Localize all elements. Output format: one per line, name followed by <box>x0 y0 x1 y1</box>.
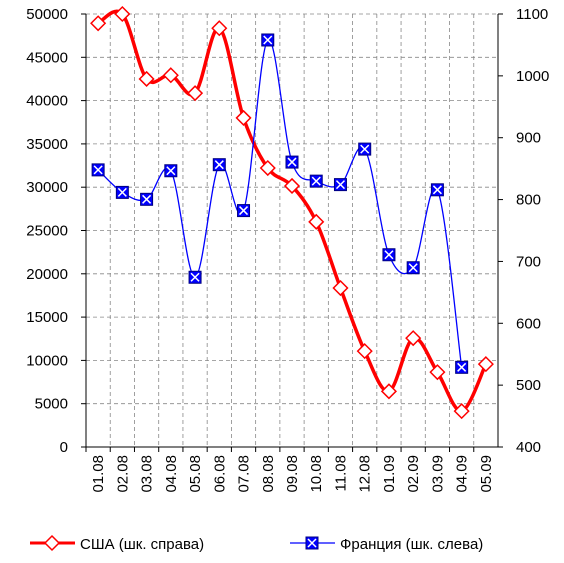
x-tick-label: 02.08 <box>114 455 131 493</box>
marker <box>453 403 470 420</box>
marker-x <box>432 185 442 195</box>
marker <box>138 70 155 88</box>
marker-x <box>311 176 321 186</box>
y-tick-label: 10000 <box>26 352 68 369</box>
y-tick-label: 5000 <box>35 396 68 413</box>
marker-x <box>142 194 152 204</box>
marker <box>333 178 347 192</box>
marker <box>188 270 202 284</box>
legend-label: Франция (шк. слева) <box>340 536 483 553</box>
y2-tick-label: 1100 <box>516 6 548 23</box>
series-line <box>97 9 488 413</box>
x-tick-label: 05.09 <box>478 455 495 493</box>
y2-tick-label: 800 <box>516 192 541 209</box>
x-tick-label: 03.09 <box>429 455 446 493</box>
marker <box>429 364 446 381</box>
y-tick-label: 50000 <box>26 6 68 23</box>
marker <box>380 383 398 400</box>
y-tick-label: 30000 <box>26 179 68 196</box>
marker <box>261 33 275 47</box>
marker <box>237 204 251 218</box>
y-tick-label: 40000 <box>26 93 68 110</box>
x-tick-label: 09.08 <box>284 455 301 493</box>
x-tick-label: 03.08 <box>139 455 156 493</box>
marker-x <box>457 362 467 372</box>
marker <box>477 356 494 373</box>
y2-tick-label: 400 <box>516 439 541 456</box>
x-tick-label: 12.08 <box>357 455 374 493</box>
x-tick-label: 10.08 <box>308 455 325 493</box>
x-tick-label: 11.08 <box>332 455 349 491</box>
marker <box>285 155 299 169</box>
marker <box>283 177 301 195</box>
y-tick-label: 20000 <box>26 266 68 283</box>
marker <box>308 213 325 230</box>
marker-x <box>287 157 297 167</box>
x-tick-label: 07.08 <box>236 455 253 493</box>
marker-x <box>214 160 224 170</box>
y2-tick-label: 1000 <box>516 68 549 85</box>
marker <box>430 183 444 197</box>
marker-x <box>335 180 346 190</box>
x-tick-label: 01.09 <box>381 455 398 493</box>
marker <box>115 185 129 199</box>
marker <box>43 534 61 552</box>
marker-x <box>190 272 200 282</box>
y2-tick-label: 700 <box>516 253 541 270</box>
marker-x <box>360 144 370 154</box>
marker <box>164 164 178 178</box>
x-tick-label: 04.08 <box>163 455 180 493</box>
x-tick-label: 04.09 <box>454 455 471 493</box>
marker-x <box>408 263 418 273</box>
x-tick-label: 01.08 <box>90 455 107 493</box>
marker-x <box>117 187 127 197</box>
y-tick-label: 0 <box>60 439 68 456</box>
marker-x <box>263 35 273 45</box>
x-tick-label: 05.08 <box>187 455 204 493</box>
marker-x <box>307 538 317 548</box>
marker <box>91 163 105 177</box>
y2-tick-label: 600 <box>516 315 541 332</box>
marker <box>114 5 131 23</box>
marker <box>186 85 204 102</box>
marker <box>259 159 276 177</box>
x-tick-label: 02.09 <box>405 455 422 493</box>
x-tick-label: 06.08 <box>211 455 228 493</box>
marker <box>140 192 154 206</box>
marker-x <box>384 250 394 260</box>
y-tick-label: 35000 <box>26 136 68 153</box>
marker <box>305 536 319 550</box>
y2-tick-label: 500 <box>516 377 541 394</box>
marker-x <box>166 166 176 176</box>
marker-x <box>238 206 249 216</box>
marker <box>162 67 179 84</box>
y-tick-label: 45000 <box>26 49 68 66</box>
legend-label: США (шк. справа) <box>80 536 204 553</box>
marker <box>211 20 228 37</box>
marker <box>455 360 469 374</box>
y2-tick-label: 900 <box>516 130 541 147</box>
x-tick-label: 08.08 <box>260 455 277 493</box>
marker <box>332 279 349 297</box>
marker-x <box>93 165 103 175</box>
marker <box>406 261 420 275</box>
y-tick-label: 15000 <box>26 309 68 326</box>
marker <box>382 248 396 262</box>
marker <box>358 142 372 156</box>
marker <box>309 174 323 188</box>
marker <box>235 109 252 126</box>
marker <box>90 15 107 32</box>
y-tick-label: 25000 <box>26 223 68 240</box>
marker <box>212 158 226 172</box>
marker <box>356 343 373 360</box>
marker <box>405 330 422 347</box>
